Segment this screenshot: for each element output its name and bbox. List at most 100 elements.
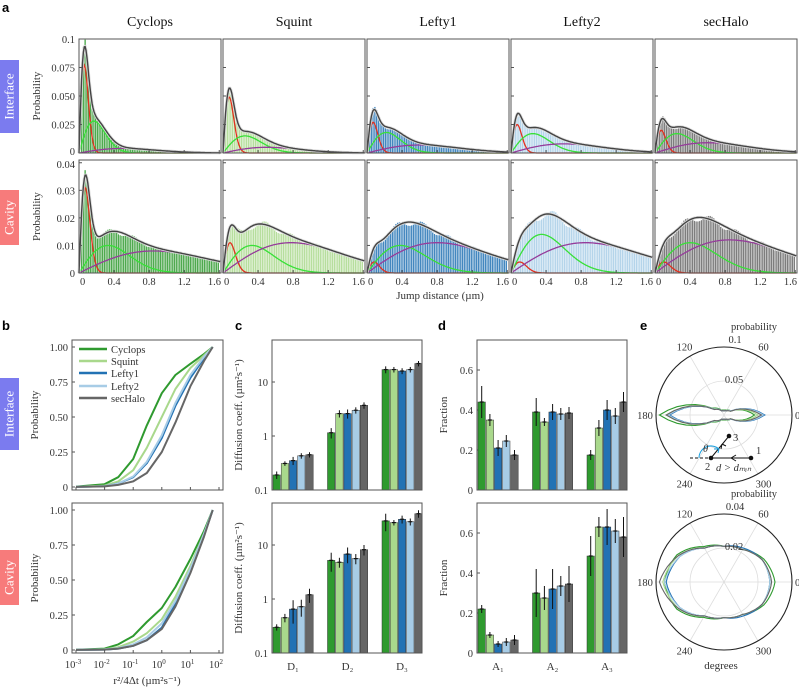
histogram-bar xyxy=(491,255,494,274)
histogram-bar xyxy=(436,234,440,274)
histogram-bar xyxy=(438,234,441,274)
arrow-head-icon xyxy=(720,443,727,450)
histogram-bar xyxy=(540,129,543,154)
bar-sechalo xyxy=(305,594,314,654)
fit-total-curve xyxy=(222,223,365,274)
histogram-bar xyxy=(566,226,570,274)
histogram-bar xyxy=(189,254,192,274)
x-tick-label: 1.6 xyxy=(784,277,797,288)
histogram-bar xyxy=(612,245,615,274)
x-tick-label: 0.4 xyxy=(395,277,409,288)
histogram-bar xyxy=(329,251,332,274)
bar-cyclops xyxy=(586,454,595,491)
histogram-bar xyxy=(117,233,120,274)
column-title-sechalo: secHalo xyxy=(703,15,748,30)
histogram-bar xyxy=(544,215,547,274)
histogram-bar xyxy=(580,230,584,274)
histogram-bar xyxy=(635,251,638,274)
plot-frame xyxy=(222,159,366,274)
interface-badge-a-bg xyxy=(0,60,19,133)
legend-label-squint: Squint xyxy=(111,357,139,368)
x-tick-label: 0 xyxy=(656,277,661,288)
bar-squint xyxy=(389,369,398,491)
histogram-bar xyxy=(143,244,146,274)
histogram-bar xyxy=(549,133,552,154)
x-tick-exponent: 0 xyxy=(162,658,166,666)
histogram-bar xyxy=(693,220,696,274)
y-tick-label: 0.025 xyxy=(51,121,75,132)
radial-axis-label: probability xyxy=(731,489,778,500)
histogram-bar xyxy=(470,245,473,274)
histogram-bar xyxy=(386,236,389,274)
angle-axis-label: degrees xyxy=(704,660,738,672)
histogram-bar xyxy=(194,256,197,274)
histogram-bar xyxy=(535,220,538,274)
fit-total-curve xyxy=(654,216,797,274)
histogram-bar xyxy=(454,241,457,274)
histogram-bar xyxy=(396,130,399,154)
x-tick-label: 0.8 xyxy=(575,277,588,288)
interface-badge-a-label: Interface xyxy=(2,73,17,119)
histogram-bar xyxy=(168,251,171,274)
histogram-bar xyxy=(173,253,176,274)
histogram-bar xyxy=(630,249,633,274)
histogram-bar xyxy=(138,240,141,274)
y-tick-label: 10 xyxy=(258,541,269,552)
histogram-bar xyxy=(721,228,724,274)
histogram-bar xyxy=(686,126,689,154)
x-tick-label: 10-2 xyxy=(93,658,110,671)
cdf-line-lefty2 xyxy=(75,346,214,488)
histogram-bar xyxy=(101,234,104,274)
angle-arrow-icon xyxy=(714,448,720,454)
histogram-bar xyxy=(647,256,650,274)
histogram-bar xyxy=(684,218,687,274)
track-point xyxy=(708,455,714,461)
histogram-bar xyxy=(178,252,181,274)
column-title-lefty1: Lefty1 xyxy=(419,15,456,30)
histogram-bar xyxy=(166,250,169,274)
bar-squint xyxy=(335,413,344,491)
histogram-bar xyxy=(320,246,324,274)
histogram-bar xyxy=(169,252,173,274)
legend-label-sechalo: secHalo xyxy=(111,394,145,405)
histogram-bar xyxy=(487,254,490,274)
histogram-bar xyxy=(745,239,749,274)
histogram-bar xyxy=(473,246,476,274)
histogram-bar xyxy=(250,132,254,154)
histogram-bar xyxy=(551,210,554,274)
histogram-bar xyxy=(528,125,531,154)
bar-lefty1 xyxy=(343,553,352,654)
histogram-bar xyxy=(691,219,694,274)
fit-total-curve xyxy=(366,108,509,154)
histogram-bar xyxy=(240,229,243,274)
legend-label-cyclops: Cyclops xyxy=(111,345,145,356)
histogram-bar xyxy=(777,250,780,274)
category-label: D₂ xyxy=(342,661,354,673)
column-title-squint: Squint xyxy=(276,15,313,30)
category-label: D₁ xyxy=(287,661,299,673)
polar-curve-sechalo xyxy=(658,545,773,619)
x-tick-label: 1.6 xyxy=(496,277,509,288)
histogram-bar xyxy=(705,216,708,274)
histogram-bar xyxy=(603,240,606,274)
cdf-line-squint xyxy=(75,509,214,651)
radial-axis-label: probability xyxy=(731,322,778,333)
x-tick-label: 0.4 xyxy=(107,277,121,288)
x-tick-label: 1.2 xyxy=(466,277,479,288)
y-tick-label: 0.050 xyxy=(51,92,75,103)
radial-tick-label: 0.05 xyxy=(725,375,743,386)
y-tick-label: 0.2 xyxy=(460,446,473,457)
bar-lefty1 xyxy=(548,411,557,491)
histogram-bar xyxy=(533,125,536,154)
interface-badge-b-bg xyxy=(0,378,19,450)
histogram-bar xyxy=(110,229,113,274)
x-axis-label-a: Jump distance (µm) xyxy=(396,290,484,302)
panel-label-d: d xyxy=(438,318,446,333)
y-tick-label: 0.1 xyxy=(255,649,268,660)
angle-tick-label: 120 xyxy=(677,343,693,354)
histogram-bar xyxy=(570,226,573,274)
histogram-bar xyxy=(464,246,468,274)
histogram-bar xyxy=(749,241,752,274)
bar-sechalo xyxy=(510,454,519,491)
histogram-bar xyxy=(575,226,578,274)
